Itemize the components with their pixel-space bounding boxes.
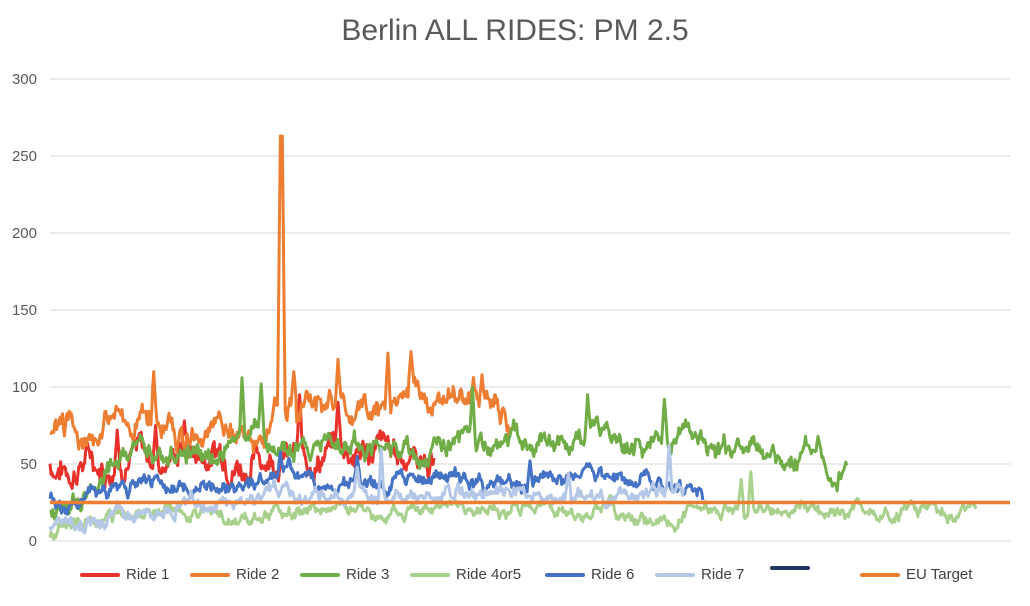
legend-swatch [190, 572, 230, 577]
legend-label: Ride 2 [236, 566, 280, 583]
legend-label: Ride 1 [126, 566, 170, 583]
legend-label: Ride 6 [591, 566, 635, 583]
legend-label: Ride 3 [346, 566, 390, 583]
y-tick-label: 0 [29, 533, 37, 550]
legend-item: EU Target [860, 566, 972, 583]
legend-item: Ride 7 [655, 566, 744, 583]
plot-area: 0 50 100 150 200 250 300 [12, 71, 1010, 550]
y-tick-label: 250 [12, 148, 37, 165]
legend-item: Ride 1 [80, 566, 169, 583]
series-line-ride-7 [48, 444, 686, 535]
legend-swatch [860, 572, 900, 577]
series-line-ride-6 [48, 450, 705, 516]
y-tick-label: 100 [12, 379, 37, 396]
legend-item [770, 566, 816, 570]
legend-item: Ride 4or5 [410, 566, 521, 583]
legend-item: Ride 6 [545, 566, 634, 583]
legend-swatch [300, 572, 340, 577]
series-line-ride-1 [48, 393, 436, 491]
legend-item: Ride 2 [190, 566, 279, 583]
y-tick-label: 150 [12, 302, 37, 319]
chart-title: Berlin ALL RIDES: PM 2.5 [341, 14, 689, 47]
legend-swatch [545, 572, 585, 577]
legend-swatch [770, 566, 810, 570]
legend-swatch [655, 572, 695, 577]
legend-label: Ride 4or5 [456, 566, 522, 583]
y-tick-label: 300 [12, 71, 37, 88]
legend-swatch [410, 572, 450, 577]
legend-item: Ride 3 [300, 566, 389, 583]
series-line-ride-3 [49, 376, 849, 521]
legend-label: EU Target [906, 566, 973, 583]
series-line-ride-2 [49, 134, 512, 454]
legend-label: Ride 7 [701, 566, 745, 583]
legend-swatch [80, 572, 120, 577]
legend: Ride 1 Ride 2 Ride 3 Ride 4or5 Ride 6 Ride 7 E… [0, 566, 1030, 590]
y-tick-label: 200 [12, 225, 37, 242]
y-tick-label: 50 [20, 456, 37, 473]
